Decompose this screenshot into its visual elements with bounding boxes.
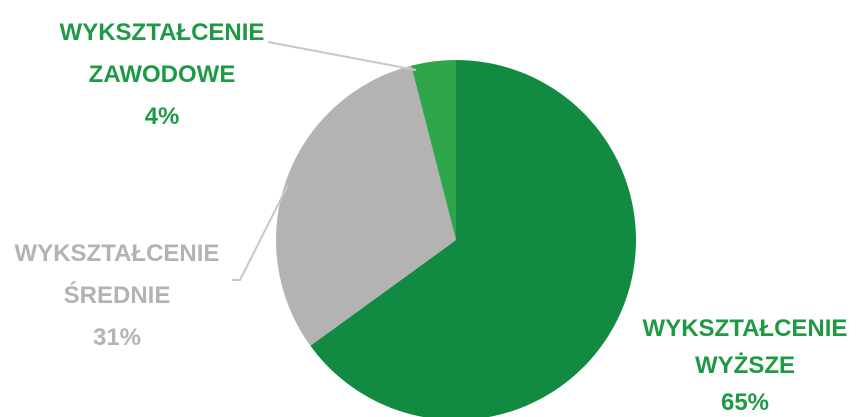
pie-slices (276, 60, 636, 417)
slice-value-label: 31% (93, 324, 141, 351)
slice-label-line2: ZAWODOWE (89, 61, 236, 88)
slice-value-label: 65% (721, 389, 769, 416)
leader-line-srednie (232, 184, 289, 281)
leader-lines (232, 41, 417, 281)
leader-line-zawodowe (267, 41, 417, 71)
pie-slice-zawodowe (411, 60, 456, 240)
slice-value-label: 4% (145, 103, 180, 130)
pie-slice-srednie (276, 65, 456, 346)
pie-slice-wyzsze (310, 60, 636, 417)
slice-label-line1: WYKSZTAŁCENIE (15, 240, 220, 267)
slice-label-line2: WYŻSZE (695, 352, 795, 379)
slice-label-wyzsze: WYKSZTAŁCENIE WYŻSZE 65% (643, 315, 848, 416)
slice-label-line2: ŚREDNIE (64, 281, 171, 309)
slice-label-line1: WYKSZTAŁCENIE (643, 315, 848, 342)
slice-label-zawodowe: WYKSZTAŁCENIE ZAWODOWE 4% (60, 19, 265, 130)
slice-label-srednie: WYKSZTAŁCENIE ŚREDNIE 31% (15, 240, 220, 351)
slice-label-line1: WYKSZTAŁCENIE (60, 19, 265, 46)
